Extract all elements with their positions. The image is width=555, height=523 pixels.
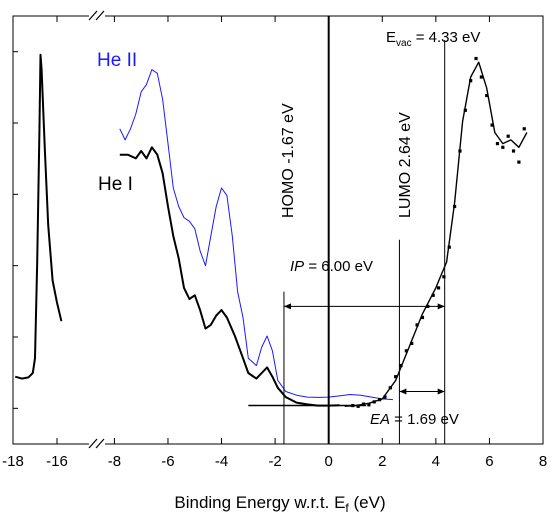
ipes-data-point xyxy=(490,123,494,127)
ea-arrow-head-right xyxy=(437,388,445,395)
x-tick-label: -8 xyxy=(108,453,121,470)
evac-value: = 4.33 eV xyxy=(412,29,481,46)
ipes-data-point xyxy=(361,402,366,406)
plot-frame xyxy=(12,15,544,445)
x-axis-title-sub: f xyxy=(345,501,349,515)
ipes-data-point xyxy=(394,375,398,379)
ipes-data-point xyxy=(511,149,516,153)
ipes-data-point xyxy=(517,160,521,164)
ipes-data-point xyxy=(447,245,451,249)
ipes-data-point xyxy=(522,127,526,131)
lumo-label: LUMO 2.64 eV xyxy=(397,112,414,218)
axis-ticks: -18 -16 -8 -6 -4 -2 0 2 4 6 8 xyxy=(2,16,547,470)
ipes-data-point xyxy=(399,364,403,368)
x-tick-label: -2 xyxy=(268,453,281,470)
ipes-data-point xyxy=(377,398,382,402)
x-tick-label: -6 xyxy=(161,453,174,470)
ipes-data-point xyxy=(479,75,483,79)
homo-label: HOMO -1.67 eV xyxy=(280,103,297,218)
x-tick-label: -18 xyxy=(2,453,24,470)
ipes-data-point xyxy=(372,400,376,404)
ip-label: IP = 6.00 eV xyxy=(290,258,373,275)
x-axis-title-unit: (eV) xyxy=(349,493,386,512)
he2-label: He II xyxy=(97,50,137,71)
ipes-data-point xyxy=(431,293,435,297)
x-tick-label: 6 xyxy=(485,453,493,470)
ea-label: EA = 1.69 eV xyxy=(370,411,459,428)
series-layer xyxy=(14,53,528,407)
ipes-data-point xyxy=(458,149,462,153)
ipes-data-point xyxy=(410,341,414,345)
x-tick-label: 4 xyxy=(432,453,440,470)
ipes-data-point xyxy=(442,275,446,279)
reference-lines xyxy=(248,16,446,444)
ipes-data-point xyxy=(474,56,478,61)
series-line-he-ii xyxy=(119,69,394,401)
ipes-data-point xyxy=(420,315,425,320)
ipes-data-point xyxy=(367,403,371,407)
x-axis-title: Binding Energy w.r.t. Ef (eV) xyxy=(174,493,385,515)
series-line-ipes-fit xyxy=(344,61,528,407)
ipes-data-point xyxy=(501,145,505,149)
x-tick-label: 8 xyxy=(539,453,547,470)
evac-label: Evac = 4.33 eV xyxy=(386,29,480,49)
x-axis-title-main: Binding Energy w.r.t. E xyxy=(174,493,345,512)
ipes-data-point xyxy=(463,108,467,112)
ip-value: = 6.00 eV xyxy=(304,258,373,275)
x-tick-label: -16 xyxy=(46,453,68,470)
ipes-data-point xyxy=(469,79,473,83)
ip-arrow-head-right xyxy=(437,303,445,310)
ea-italic: EA xyxy=(370,411,390,428)
x-tick-label: 2 xyxy=(378,453,386,470)
series-line-he-i-part-2 xyxy=(119,146,340,407)
evac-prefix: E xyxy=(386,29,396,46)
ea-value: = 1.69 eV xyxy=(390,411,459,428)
ipes-data-point xyxy=(495,142,500,146)
series-line-he-i-part-1 xyxy=(14,53,63,380)
x-tick-label: -4 xyxy=(215,453,228,470)
ipes-data-point xyxy=(388,386,392,390)
ip-arrow-head-left xyxy=(283,303,291,310)
ipes-data-point xyxy=(404,349,408,353)
ea-arrow-head-left xyxy=(399,388,407,395)
x-tick-label: 0 xyxy=(325,453,333,470)
axis-break-top xyxy=(88,10,105,21)
axis-break-bottom xyxy=(88,438,105,449)
ipes-data-point xyxy=(485,93,489,98)
ipes-data-point xyxy=(383,395,387,399)
ipes-data-point xyxy=(453,204,457,209)
ip-italic: IP xyxy=(290,258,304,275)
ipes-data-point xyxy=(506,134,510,138)
he1-label: He I xyxy=(98,174,133,195)
ipes-data-point xyxy=(436,286,441,290)
evac-sub: vac xyxy=(396,38,412,49)
ipes-data-point xyxy=(415,323,419,327)
